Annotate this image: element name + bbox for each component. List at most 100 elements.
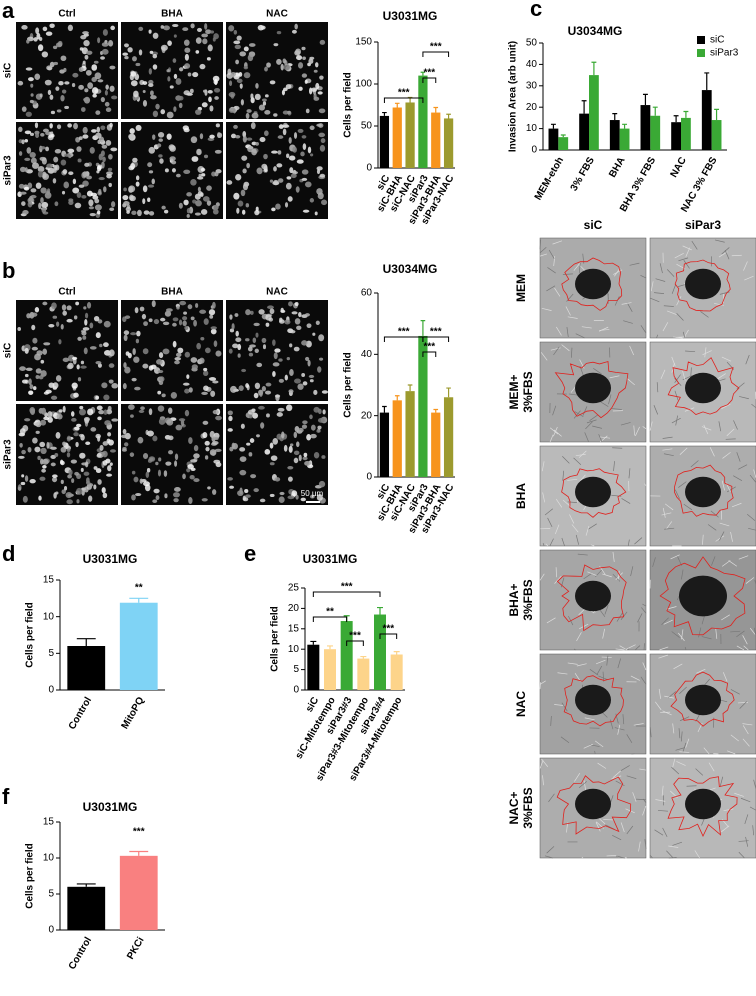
y-tick-label: 10: [526, 123, 538, 134]
cell: [71, 417, 77, 422]
cell: [156, 143, 162, 148]
texture: [575, 333, 585, 339]
cell: [183, 169, 191, 174]
cell: [150, 95, 157, 100]
cell: [293, 346, 300, 352]
row-label: 3%FBS: [521, 787, 535, 828]
texture: [674, 253, 684, 259]
texture: [615, 572, 623, 581]
cell: [202, 38, 208, 45]
cell: [309, 414, 313, 420]
cell: [157, 369, 164, 374]
texture: [696, 668, 706, 674]
cell: [230, 133, 237, 139]
cell: [73, 122, 78, 130]
cell: [147, 184, 155, 188]
cell: [158, 154, 163, 158]
error-bar: [642, 93, 648, 106]
texture: [586, 419, 597, 424]
cell: [287, 476, 293, 482]
cell: [44, 79, 52, 86]
texture: [617, 658, 621, 669]
cell: [79, 408, 86, 416]
cell: [164, 493, 168, 499]
cell: [291, 29, 297, 34]
cell: [282, 58, 287, 64]
cell: [239, 456, 247, 462]
row-label: siC: [3, 343, 14, 359]
cell: [318, 108, 326, 114]
texture: [622, 714, 625, 725]
cell: [255, 332, 259, 338]
cell: [40, 447, 47, 455]
cell: [143, 481, 150, 487]
cell: [288, 137, 292, 144]
cell: [82, 171, 88, 178]
cell: [66, 305, 72, 311]
cell: [227, 68, 232, 76]
cell: [84, 88, 89, 93]
cell: [131, 210, 137, 216]
bar: [379, 412, 390, 477]
cell: [95, 360, 102, 365]
cell: [188, 437, 193, 444]
cell: [132, 157, 138, 163]
cell: [201, 102, 208, 108]
cell: [80, 434, 85, 441]
texture: [550, 715, 552, 726]
cell: [291, 170, 298, 175]
texture: [635, 426, 640, 437]
error-bar: [377, 606, 383, 615]
cell: [98, 153, 103, 161]
spheroid: [685, 372, 721, 404]
texture: [679, 716, 690, 722]
texture: [550, 347, 561, 351]
cell: [210, 328, 217, 335]
cell: [56, 413, 63, 420]
cell: [211, 171, 216, 177]
cell: [183, 311, 188, 315]
texture: [670, 554, 680, 560]
texture: [730, 689, 740, 695]
cell: [173, 492, 180, 498]
texture: [677, 556, 682, 566]
cell: [189, 475, 195, 480]
cell: [182, 27, 189, 32]
cell: [253, 322, 260, 327]
texture: [685, 738, 690, 749]
cell: [84, 54, 89, 60]
cell: [74, 471, 79, 476]
cell: [265, 314, 272, 321]
cell: [39, 93, 43, 98]
spheroid: [685, 788, 721, 820]
cell: [322, 409, 326, 415]
cell: [80, 365, 87, 369]
significance-label: ***: [423, 342, 435, 353]
cell: [288, 389, 294, 394]
spheroid: [575, 372, 611, 404]
texture: [634, 537, 643, 545]
cell: [186, 192, 192, 197]
texture: [752, 825, 755, 836]
texture: [747, 513, 756, 521]
cell: [66, 452, 71, 458]
cell: [319, 75, 324, 80]
cell: [255, 206, 259, 212]
texture: [671, 356, 676, 367]
texture: [640, 676, 647, 685]
cell: [76, 146, 82, 152]
cell: [201, 33, 209, 38]
cell: [228, 107, 236, 113]
texture: [541, 758, 549, 767]
cell: [151, 300, 156, 308]
cell: [158, 138, 163, 142]
texture: [576, 663, 587, 667]
cell: [166, 133, 172, 140]
cell: [148, 146, 156, 154]
texture: [554, 287, 561, 297]
cell: [206, 200, 212, 206]
cell: [83, 306, 87, 310]
cell: [294, 23, 298, 30]
cell: [21, 106, 27, 112]
cell: [33, 37, 38, 42]
